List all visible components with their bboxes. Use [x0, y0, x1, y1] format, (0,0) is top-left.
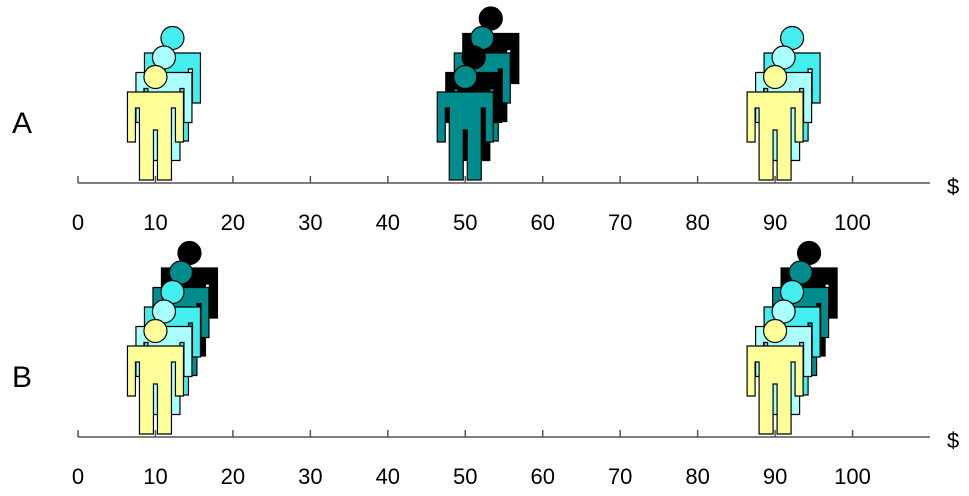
axis-unit: $: [947, 428, 959, 453]
tick-label: 100: [834, 464, 871, 489]
person-body: [746, 91, 804, 181]
panel-label: B: [12, 361, 32, 394]
person-body: [126, 345, 185, 435]
tick-label: 10: [143, 210, 167, 235]
tick-label: 20: [221, 210, 245, 235]
person-head: [762, 64, 788, 90]
tick-label: 60: [530, 464, 554, 489]
person-head: [762, 318, 788, 344]
tick-label: 100: [834, 210, 871, 235]
tick-label: 50: [453, 210, 477, 235]
person-group: [746, 25, 821, 181]
panel-label: A: [12, 107, 32, 140]
person-head: [143, 318, 168, 344]
tick-label: 80: [685, 464, 709, 489]
person: [436, 64, 494, 181]
tick-label: 40: [376, 210, 400, 235]
tick-label: 10: [143, 464, 167, 489]
person-group: [126, 25, 202, 181]
person-group: [436, 6, 520, 181]
person: [746, 318, 804, 435]
person: [126, 64, 185, 181]
tick-label: 20: [221, 464, 245, 489]
tick-label: 30: [298, 210, 322, 235]
tick-label: 0: [72, 210, 84, 235]
person-head: [453, 64, 478, 90]
tick-label: 50: [453, 464, 477, 489]
tick-label: 90: [763, 210, 787, 235]
person-group: [746, 240, 838, 435]
person-body: [126, 91, 185, 181]
person: [746, 64, 804, 181]
axis-unit: $: [947, 174, 959, 199]
person-body: [436, 91, 494, 181]
tick-label: 70: [608, 210, 632, 235]
tick-label: 0: [72, 464, 84, 489]
tick-label: 90: [763, 464, 787, 489]
tick-label: 60: [530, 210, 554, 235]
tick-label: 30: [298, 464, 322, 489]
person-body: [746, 345, 804, 435]
tick-label: 40: [376, 464, 400, 489]
person-group: [126, 240, 219, 435]
tick-label: 70: [608, 464, 632, 489]
tick-label: 80: [685, 210, 709, 235]
person: [126, 318, 185, 435]
person-head: [143, 64, 168, 90]
